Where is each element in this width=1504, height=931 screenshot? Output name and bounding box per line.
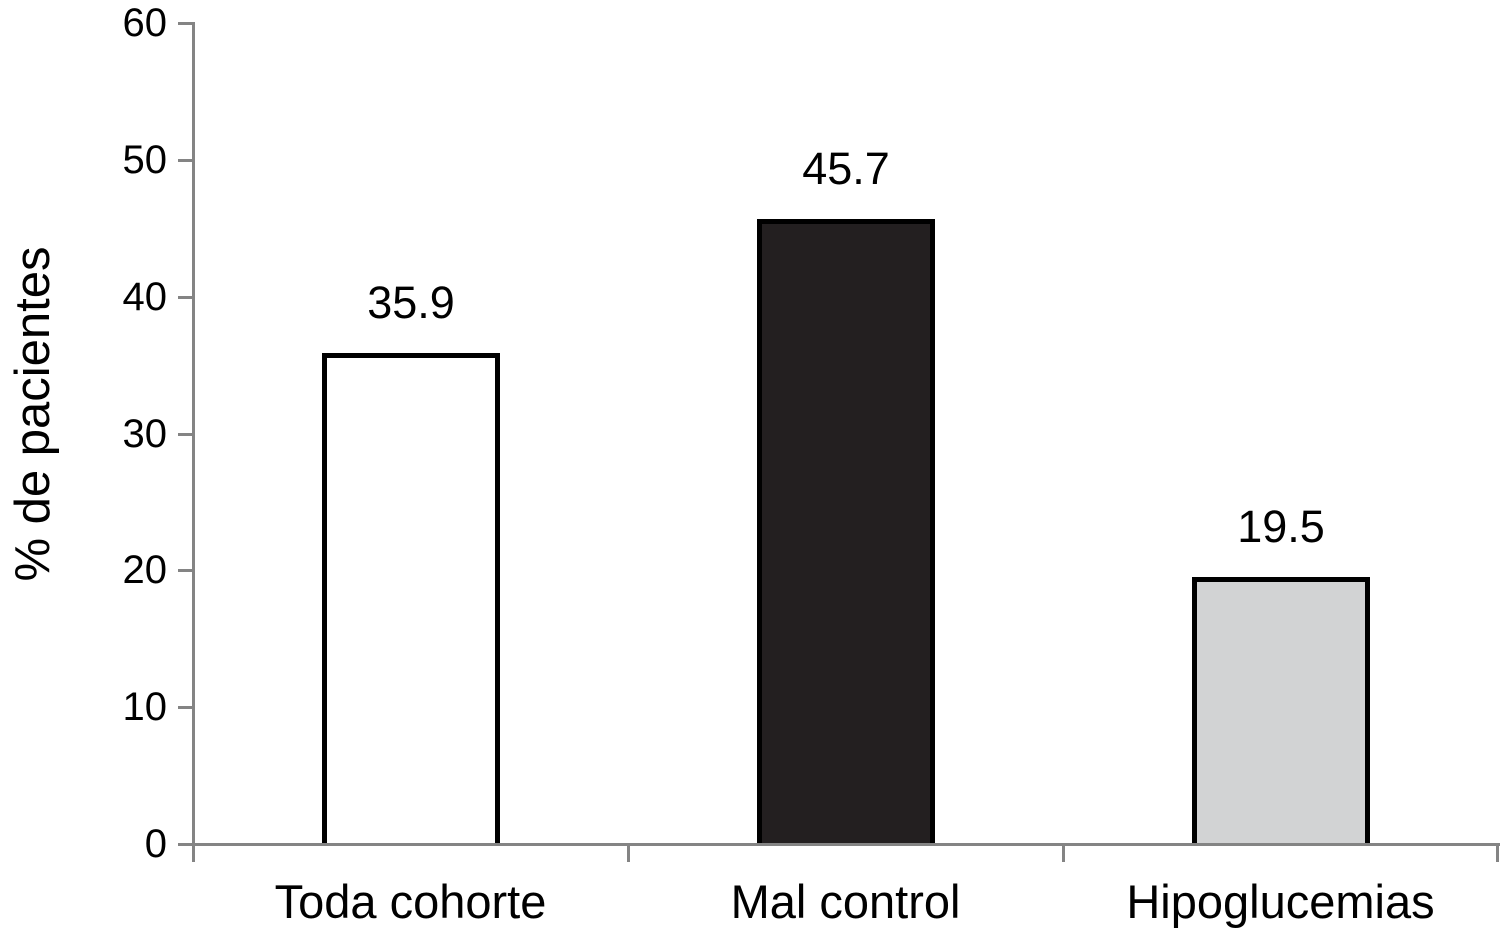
bar-value-label: 19.5 xyxy=(1237,501,1325,552)
y-axis-tick xyxy=(178,706,193,709)
bar-mal-control xyxy=(757,219,935,845)
y-axis-tick-label: 40 xyxy=(122,275,168,319)
x-category-label: Hipoglucemias xyxy=(1126,875,1435,928)
y-axis-tick xyxy=(178,843,193,846)
bar-value-label: 35.9 xyxy=(367,277,455,328)
bar-hipoglucemias xyxy=(1192,577,1370,845)
x-axis-tick xyxy=(192,844,195,862)
y-axis-tick-label: 20 xyxy=(122,548,168,592)
x-category-label: Toda cohorte xyxy=(274,875,547,928)
y-axis-tick xyxy=(178,22,193,25)
y-axis-line xyxy=(192,22,195,846)
y-axis-tick xyxy=(178,159,193,162)
x-category-label: Mal control xyxy=(730,875,961,928)
y-axis-tick xyxy=(178,433,193,436)
y-axis-tick xyxy=(178,569,193,572)
bar-toda-cohorte xyxy=(322,353,500,845)
y-axis-tick xyxy=(178,296,193,299)
y-axis-tick-label: 10 xyxy=(122,685,168,729)
x-axis-tick xyxy=(1496,844,1499,862)
y-axis-tick-label: 0 xyxy=(144,822,167,866)
y-axis-tick-label: 30 xyxy=(122,412,168,456)
bar-value-label: 45.7 xyxy=(802,143,890,194)
y-axis-tick-label: 60 xyxy=(122,1,168,45)
y-axis-tick-label: 50 xyxy=(122,138,168,182)
x-axis-tick xyxy=(1062,844,1065,862)
x-axis-line xyxy=(192,843,1500,846)
x-axis-tick xyxy=(627,844,630,862)
